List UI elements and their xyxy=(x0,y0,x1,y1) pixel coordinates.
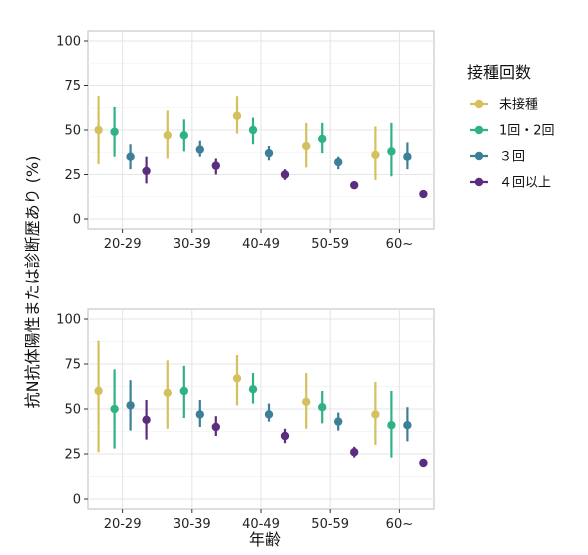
data-point xyxy=(232,111,242,120)
data-point xyxy=(126,152,135,161)
data-point xyxy=(264,148,274,158)
y-tick-label: 0 xyxy=(73,213,81,228)
data-point xyxy=(302,141,311,151)
series-1 xyxy=(94,340,380,453)
legend-item-3: ３回 xyxy=(470,150,525,165)
legend-label: ３回 xyxy=(499,150,525,165)
data-point xyxy=(350,448,359,457)
y-tick-label: 100 xyxy=(56,313,81,328)
data-point xyxy=(110,127,119,136)
y-axis-title: 抗N抗体陽性または診断歴あり (%) xyxy=(23,156,42,409)
data-point xyxy=(94,386,103,396)
y-tick-label: 50 xyxy=(64,124,81,139)
x-tick-label: 40-49 xyxy=(242,237,280,252)
legend: 接種回数 未接種 1回・2回 ３回 ４回以上 xyxy=(467,63,555,191)
data-point xyxy=(387,147,396,156)
legend-key-point xyxy=(474,151,484,161)
series-3 xyxy=(126,140,412,170)
legend-key-point xyxy=(474,177,484,187)
data-point xyxy=(419,458,428,468)
x-tick-label: 30-39 xyxy=(173,237,211,252)
legend-label: ４回以上 xyxy=(499,176,551,191)
series-2 xyxy=(110,106,396,177)
series-2 xyxy=(110,365,396,458)
data-point xyxy=(403,152,412,161)
data-point xyxy=(232,374,242,383)
series-1 xyxy=(94,96,380,180)
data-point xyxy=(142,415,151,424)
x-tick-label: 60~ xyxy=(386,517,413,532)
x-tick-label: 20-29 xyxy=(104,517,142,532)
data-point xyxy=(318,403,327,412)
data-point xyxy=(387,421,396,430)
data-point xyxy=(371,410,380,419)
data-point xyxy=(142,166,151,176)
data-point xyxy=(163,131,172,140)
data-point xyxy=(179,131,188,140)
data-point xyxy=(403,421,412,430)
series-4 xyxy=(142,400,428,468)
x-axis-title: 年齢 xyxy=(249,530,281,549)
x-tick-label: 50-59 xyxy=(311,237,349,252)
y-tick-label: 75 xyxy=(64,79,81,94)
data-point xyxy=(195,410,204,419)
series-4 xyxy=(142,156,428,199)
data-point xyxy=(248,125,258,135)
chart-panel-top: 0 25 50 75 100 20-29 30-39 40-49 50-59 60~ xyxy=(56,30,435,252)
data-point xyxy=(179,386,188,396)
y-tick-label: 50 xyxy=(64,403,81,418)
y-tick-label: 0 xyxy=(73,493,81,508)
legend-item-2: 1回・2回 xyxy=(470,124,555,139)
legend-items: 未接種 1回・2回 ３回 ４回以上 xyxy=(470,97,555,191)
data-point xyxy=(94,125,103,135)
data-point xyxy=(211,422,220,432)
chart-panel-bottom: 0 25 50 75 100 20-29 30-39 40-49 50-59 60~ xyxy=(56,308,435,532)
data-point xyxy=(264,410,274,419)
data-point xyxy=(110,404,119,414)
legend-label: 未接種 xyxy=(499,97,538,113)
data-point xyxy=(334,417,343,426)
legend-key-point xyxy=(474,125,484,135)
data-point xyxy=(280,431,290,441)
y-tick-label: 75 xyxy=(64,358,81,373)
y-tick-label: 100 xyxy=(56,35,81,50)
x-tick-label: 30-39 xyxy=(173,517,211,532)
data-point xyxy=(302,397,311,406)
series-3 xyxy=(126,380,412,442)
y-tick-label: 25 xyxy=(64,168,81,183)
x-tick-label: 50-59 xyxy=(311,517,349,532)
legend-item-1: 未接種 xyxy=(470,97,538,113)
data-point xyxy=(280,170,290,179)
data-point xyxy=(350,180,359,190)
data-point xyxy=(419,189,428,199)
data-point xyxy=(195,145,204,154)
data-point xyxy=(248,385,258,394)
x-tick-label: 60~ xyxy=(386,237,413,252)
legend-label: 1回・2回 xyxy=(499,124,555,139)
data-point xyxy=(334,157,343,167)
data-point xyxy=(163,388,172,397)
x-tick-label: 20-29 xyxy=(104,237,142,252)
data-point xyxy=(318,134,327,144)
y-tick-label: 25 xyxy=(64,448,81,463)
data-point xyxy=(126,401,135,410)
data-point xyxy=(211,161,220,170)
x-tick-label: 40-49 xyxy=(242,517,280,532)
chart-panels: 0 25 50 75 100 20-29 30-39 40-49 50-59 60~ 0 25 50 75… xyxy=(56,30,435,532)
data-point xyxy=(371,150,380,160)
legend-title: 接種回数 xyxy=(467,63,531,82)
legend-item-4: ４回以上 xyxy=(470,176,551,191)
legend-key-point xyxy=(474,99,484,109)
